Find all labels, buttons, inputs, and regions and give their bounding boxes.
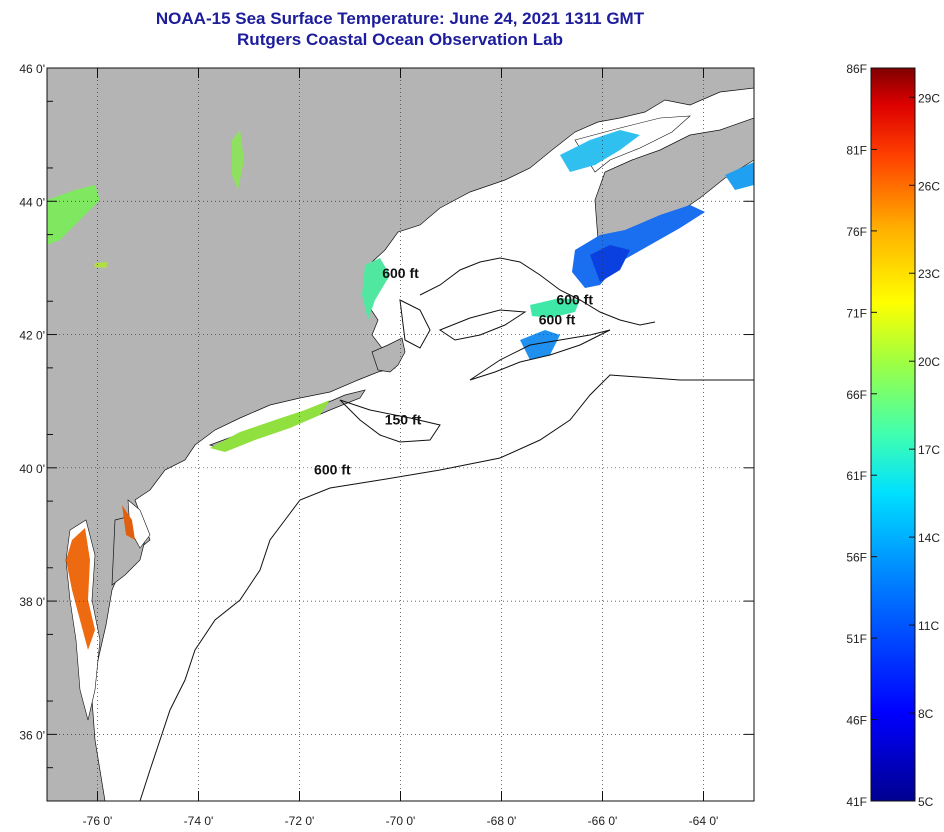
colorbar-c-label: 8C bbox=[918, 707, 934, 721]
title-line-1: NOAA-15 Sea Surface Temperature: June 24… bbox=[155, 9, 645, 28]
colorbar-f-label: 81F bbox=[846, 143, 867, 157]
contour-label-3: 150 ft bbox=[385, 412, 422, 428]
cape-cod bbox=[371, 337, 406, 373]
sst-patch-scotian-deep bbox=[590, 245, 630, 282]
lon-tick-label: -68 0' bbox=[487, 814, 517, 828]
colorbar-c-label: 17C bbox=[918, 443, 940, 457]
sst-patch-lake-champlain bbox=[232, 130, 244, 190]
contour-label-4: 600 ft bbox=[314, 461, 351, 477]
contour-150ft bbox=[339, 399, 441, 443]
colorbar-c-label: 14C bbox=[918, 531, 940, 545]
colorbar-gradient bbox=[870, 67, 916, 802]
lon-tick-label: -70 0' bbox=[386, 814, 416, 828]
colorbar-ticks bbox=[871, 67, 915, 802]
colorbar-c-label: 5C bbox=[918, 795, 934, 809]
contour-jordan bbox=[438, 309, 527, 341]
title-line-2: Rutgers Coastal Ocean Observation Lab bbox=[237, 30, 563, 49]
colorbar-f-label: 66F bbox=[846, 388, 867, 402]
lat-tick-label: 42 0' bbox=[19, 329, 45, 343]
contour-label-1: 600 ft bbox=[556, 292, 593, 308]
sst-patch-chesapeake bbox=[66, 528, 95, 650]
colorbar-c-label: 20C bbox=[918, 355, 940, 369]
contour-georges bbox=[469, 329, 611, 381]
colorbar: 86F 81F 76F 71F 66F 61F 56F 51F 46F 41F 29C 26C 23C 2… bbox=[846, 62, 940, 809]
sst-coverage bbox=[47, 130, 754, 650]
sst-patch-lis bbox=[210, 400, 330, 452]
lon-tick-label: -66 0' bbox=[588, 814, 618, 828]
colorbar-c-label: 26C bbox=[918, 179, 940, 193]
lat-tick-label: 46 0' bbox=[19, 62, 45, 76]
colorbar-f-label: 61F bbox=[846, 469, 867, 483]
axis-ticks bbox=[47, 67, 754, 801]
sst-patch-georges bbox=[530, 298, 580, 318]
lon-tick-label: -76 0' bbox=[83, 814, 113, 828]
lon-tick-label: -72 0' bbox=[285, 814, 315, 828]
sst-patch-maine bbox=[560, 130, 640, 172]
sst-patch-georges-east bbox=[520, 330, 560, 360]
colorbar-c-label: 11C bbox=[918, 619, 939, 633]
colorbar-f-label: 86F bbox=[846, 62, 867, 76]
map-title: NOAA-15 Sea Surface Temperature: June 24… bbox=[0, 8, 800, 50]
lat-tick-label: 44 0' bbox=[19, 195, 45, 209]
colorbar-f-label: 46F bbox=[846, 714, 867, 728]
contour-600ft-shelf bbox=[139, 374, 754, 801]
lon-tick-label: -74 0' bbox=[184, 814, 214, 828]
sst-patch-lake-ontario bbox=[47, 185, 100, 245]
bathymetry-contours bbox=[139, 257, 754, 801]
colorbar-c-label: 29C bbox=[918, 91, 940, 105]
colorbar-f-label: 41F bbox=[846, 795, 867, 809]
sst-patch-lake-george bbox=[94, 262, 108, 268]
lat-tick-label: 38 0' bbox=[19, 595, 45, 609]
lat-tick-label: 36 0' bbox=[19, 728, 45, 742]
colorbar-labels: 86F 81F 76F 71F 66F 61F 56F 51F 46F 41F 29C 26C 23C 2… bbox=[846, 62, 940, 809]
contour-inner-gom bbox=[399, 299, 431, 349]
axis-labels: -76 0' -74 0' -72 0' -70 0' -68 0' -66 0' -64 … bbox=[19, 62, 718, 828]
colorbar-f-label: 71F bbox=[846, 306, 867, 320]
contour-label-0: 600 ft bbox=[382, 265, 419, 281]
colorbar-f-label: 51F bbox=[846, 632, 867, 646]
sst-patch-delaware bbox=[122, 505, 135, 540]
colorbar-f-label: 76F bbox=[846, 225, 867, 239]
lon-tick-label: -64 0' bbox=[689, 814, 719, 828]
lat-tick-label: 40 0' bbox=[19, 462, 45, 476]
colorbar-f-label: 56F bbox=[846, 551, 867, 565]
sst-patch-gom-coast bbox=[362, 258, 390, 320]
sst-patch-ne-coast bbox=[725, 162, 754, 190]
colorbar-c-label: 23C bbox=[918, 267, 940, 281]
contour-label-layer: 600 ft 600 ft 600 ft 150 ft 600 ft bbox=[314, 265, 593, 478]
contour-600ft-gom bbox=[419, 257, 656, 326]
contour-label-2: 600 ft bbox=[539, 312, 576, 328]
map-body: 600 ft 600 ft 600 ft 150 ft 600 ft bbox=[47, 68, 754, 801]
